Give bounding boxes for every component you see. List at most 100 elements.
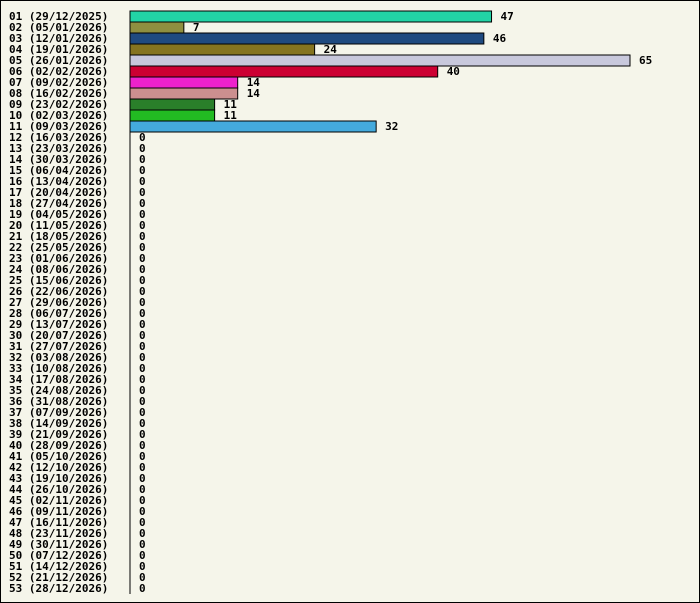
category-label: 10 (02/03/2026) [9, 109, 108, 122]
category-label: 51 (14/12/2026) [9, 560, 108, 573]
value-label: 0 [139, 131, 146, 144]
value-label: 0 [139, 175, 146, 188]
value-label: 0 [139, 164, 146, 177]
category-label: 04 (19/01/2026) [9, 43, 108, 56]
category-label: 37 (07/09/2026) [9, 406, 108, 419]
category-label: 13 (23/03/2026) [9, 142, 108, 155]
category-label: 48 (23/11/2026) [9, 527, 108, 540]
bar [129, 54, 631, 67]
category-label: 05 (26/01/2026) [9, 54, 108, 67]
bar [129, 109, 216, 122]
value-label: 0 [139, 406, 146, 419]
bar [129, 32, 485, 45]
category-label: 02 (05/01/2026) [9, 21, 108, 34]
category-label: 11 (09/03/2026) [9, 120, 108, 133]
category-label: 08 (16/02/2026) [9, 87, 108, 100]
value-label: 0 [139, 505, 146, 518]
value-label: 0 [139, 571, 146, 584]
value-label: 0 [139, 395, 146, 408]
category-label: 31 (27/07/2026) [9, 340, 108, 353]
category-label: 09 (23/02/2026) [9, 98, 108, 111]
value-label: 40 [447, 65, 460, 78]
value-label: 0 [139, 461, 146, 474]
value-label: 0 [139, 186, 146, 199]
category-label: 16 (13/04/2026) [9, 175, 108, 188]
category-label: 44 (26/10/2026) [9, 483, 108, 496]
category-label: 24 (08/06/2026) [9, 263, 108, 276]
category-label: 25 (15/06/2026) [9, 274, 108, 287]
bar [129, 87, 239, 100]
value-label: 0 [139, 351, 146, 364]
category-label: 45 (02/11/2026) [9, 494, 108, 507]
category-label: 38 (14/09/2026) [9, 417, 108, 430]
category-label: 23 (01/06/2026) [9, 252, 108, 265]
value-label: 0 [139, 208, 146, 221]
value-label: 14 [247, 87, 261, 100]
bar [129, 10, 493, 23]
category-label: 07 (09/02/2026) [9, 76, 108, 89]
value-label: 0 [139, 296, 146, 309]
category-label: 06 (02/02/2026) [9, 65, 108, 78]
category-label: 15 (06/04/2026) [9, 164, 108, 177]
bar [129, 76, 239, 89]
category-label: 46 (09/11/2026) [9, 505, 108, 518]
bar [129, 43, 316, 56]
category-label: 43 (19/10/2026) [9, 472, 108, 485]
category-label: 12 (16/03/2026) [9, 131, 108, 144]
value-label: 0 [139, 439, 146, 452]
value-label: 11 [224, 98, 238, 111]
value-label: 0 [139, 197, 146, 210]
value-label: 0 [139, 494, 146, 507]
category-label: 53 (28/12/2026) [9, 582, 108, 595]
value-label: 0 [139, 472, 146, 485]
bar [129, 98, 216, 111]
value-label: 0 [139, 307, 146, 320]
category-label: 18 (27/04/2026) [9, 197, 108, 210]
category-label: 30 (20/07/2026) [9, 329, 108, 342]
category-label: 35 (24/08/2026) [9, 384, 108, 397]
value-label: 0 [139, 527, 146, 540]
value-label: 0 [139, 384, 146, 397]
category-label: 39 (21/09/2026) [9, 428, 108, 441]
value-label: 0 [139, 153, 146, 166]
category-label: 34 (17/08/2026) [9, 373, 108, 386]
value-label: 24 [324, 43, 338, 56]
value-label: 0 [139, 483, 146, 496]
value-label: 0 [139, 516, 146, 529]
value-label: 11 [224, 109, 238, 122]
value-label: 0 [139, 252, 146, 265]
category-label: 19 (04/05/2026) [9, 208, 108, 221]
category-label: 32 (03/08/2026) [9, 351, 108, 364]
value-label: 0 [139, 274, 146, 287]
category-label: 28 (06/07/2026) [9, 307, 108, 320]
category-label: 27 (29/06/2026) [9, 296, 108, 309]
value-label: 0 [139, 340, 146, 353]
value-label: 0 [139, 373, 146, 386]
category-label: 40 (28/09/2026) [9, 439, 108, 452]
category-label: 36 (31/08/2026) [9, 395, 108, 408]
value-label: 0 [139, 538, 146, 551]
value-label: 0 [139, 362, 146, 375]
value-label: 46 [493, 32, 507, 45]
category-label: 47 (16/11/2026) [9, 516, 108, 529]
value-label: 0 [139, 329, 146, 342]
value-label: 65 [639, 54, 652, 67]
category-label: 33 (10/08/2026) [9, 362, 108, 375]
category-label: 17 (20/04/2026) [9, 186, 108, 199]
value-label: 7 [193, 21, 200, 34]
bar [129, 21, 185, 34]
category-label: 29 (13/07/2026) [9, 318, 108, 331]
value-label: 0 [139, 560, 146, 573]
value-label: 0 [139, 241, 146, 254]
category-label: 14 (30/03/2026) [9, 153, 108, 166]
value-label: 0 [139, 318, 146, 331]
value-label: 47 [501, 10, 514, 23]
category-label: 41 (05/10/2026) [9, 450, 108, 463]
value-label: 0 [139, 582, 146, 595]
category-label: 01 (29/12/2025) [9, 10, 108, 23]
value-label: 0 [139, 219, 146, 232]
category-label: 03 (12/01/2026) [9, 32, 108, 45]
bar [129, 120, 377, 133]
